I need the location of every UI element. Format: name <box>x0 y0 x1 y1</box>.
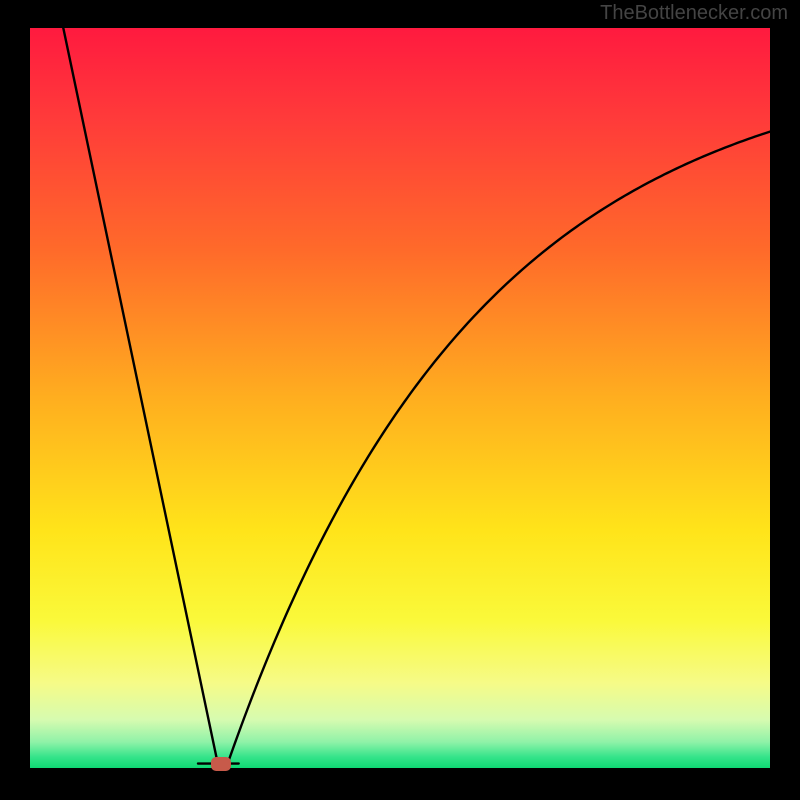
watermark-text: TheBottlenecker.com <box>600 2 788 25</box>
bottleneck-marker <box>211 757 231 771</box>
plot-area <box>30 28 770 768</box>
canvas: TheBottlenecker.com <box>0 0 800 800</box>
bottleneck-curve <box>30 28 770 768</box>
